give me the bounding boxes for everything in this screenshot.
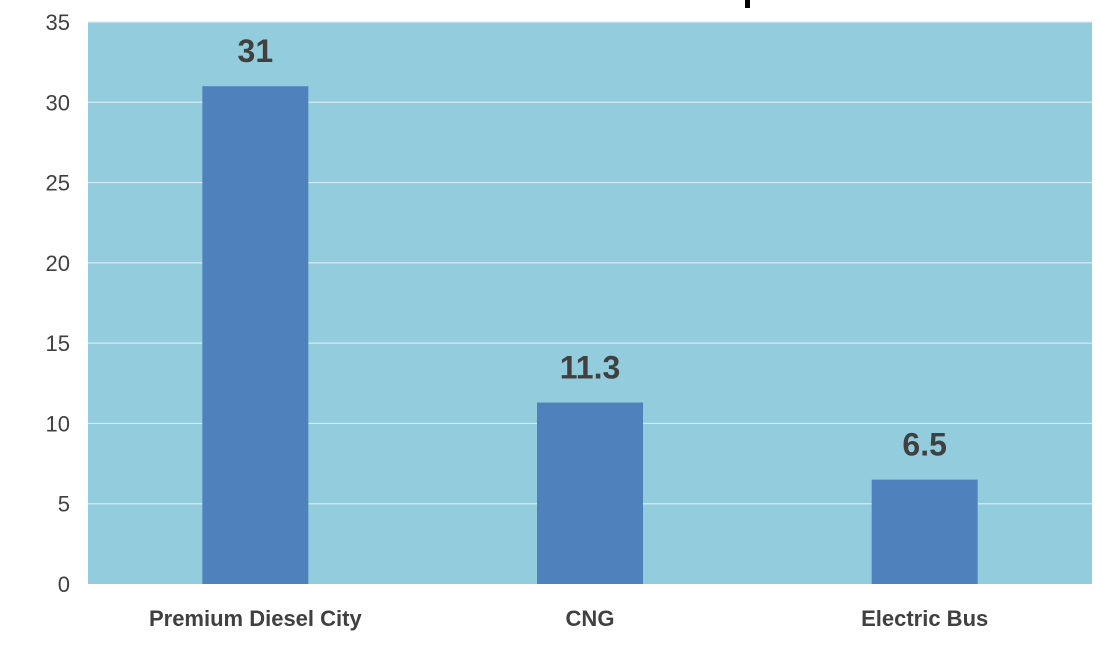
- y-tick-label: 10: [46, 411, 70, 436]
- y-tick-label: 25: [46, 171, 70, 196]
- x-category-label: Premium Diesel City: [149, 606, 363, 631]
- y-tick-label: 0: [58, 572, 70, 597]
- bars: [202, 86, 978, 584]
- bar-premium-diesel-city: [202, 86, 309, 584]
- y-axis-ticks: 0 5 10 15 20 25 30 35: [46, 10, 70, 597]
- y-tick-label: 15: [46, 331, 70, 356]
- data-label: 6.5: [902, 427, 946, 463]
- y-tick-label: 35: [46, 10, 70, 35]
- data-labels: 31 11.3 6.5: [238, 33, 947, 462]
- x-category-label: CNG: [566, 606, 615, 631]
- top-marker: [745, 0, 750, 8]
- y-tick-label: 30: [46, 90, 70, 115]
- bar-electric-bus: [871, 479, 978, 584]
- y-tick-label: 20: [46, 251, 70, 276]
- x-category-label: Electric Bus: [861, 606, 988, 631]
- data-label: 31: [238, 33, 274, 69]
- x-axis-categories: Premium Diesel City CNG Electric Bus: [149, 606, 988, 631]
- bar-cng: [537, 402, 643, 584]
- y-tick-label: 5: [58, 492, 70, 517]
- data-label: 11.3: [560, 350, 621, 386]
